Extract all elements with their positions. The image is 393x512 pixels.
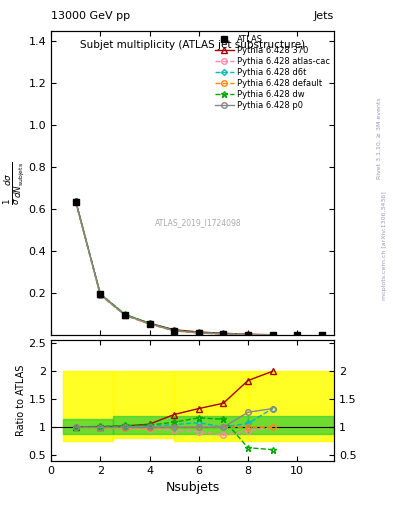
Text: Rivet 3.1.10, ≥ 3M events: Rivet 3.1.10, ≥ 3M events (377, 97, 382, 179)
Legend: ATLAS, Pythia 6.428 370, Pythia 6.428 atlas-cac, Pythia 6.428 d6t, Pythia 6.428 : ATLAS, Pythia 6.428 370, Pythia 6.428 at… (215, 35, 330, 111)
Bar (63, 371, 113, 441)
Bar (174, 371, 248, 441)
Y-axis label: $\frac{1}{\sigma}\frac{d\sigma}{dN_\mathrm{subjets}}$: $\frac{1}{\sigma}\frac{d\sigma}{dN_\math… (2, 161, 26, 205)
Bar (248, 371, 334, 441)
Text: 13000 GeV pp: 13000 GeV pp (51, 11, 130, 21)
Bar (113, 371, 174, 438)
Text: Subjet multiplicity (ATLAS jet substructure): Subjet multiplicity (ATLAS jet substruct… (80, 40, 305, 50)
Text: mcplots.cern.ch [arXiv:1306.3436]: mcplots.cern.ch [arXiv:1306.3436] (382, 191, 387, 300)
Bar (63, 419, 113, 435)
Text: Jets: Jets (314, 11, 334, 21)
Bar (113, 416, 174, 435)
Bar (248, 416, 334, 435)
Y-axis label: Ratio to ATLAS: Ratio to ATLAS (16, 365, 26, 436)
Bar (174, 416, 248, 435)
Text: ATLAS_2019_I1724098: ATLAS_2019_I1724098 (155, 218, 242, 227)
X-axis label: Nsubjets: Nsubjets (165, 481, 220, 494)
